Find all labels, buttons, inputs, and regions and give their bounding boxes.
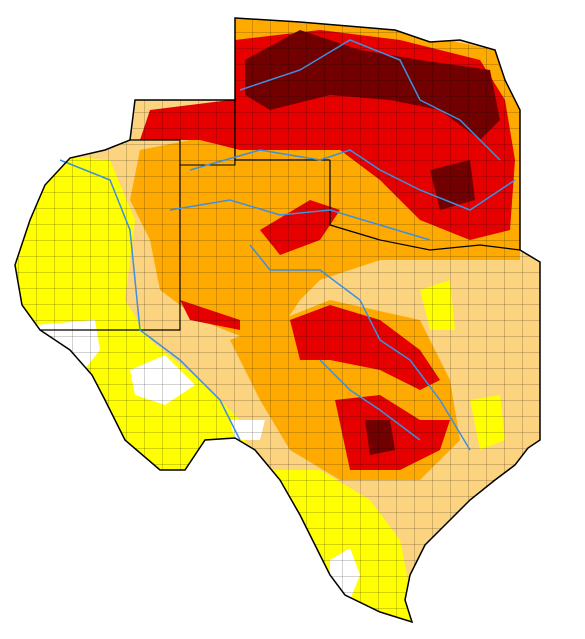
river — [249, 244, 471, 451]
region-outline — [14, 17, 541, 624]
state-border — [180, 100, 236, 166]
river — [59, 159, 241, 441]
river — [169, 199, 431, 241]
rivers — [59, 39, 516, 451]
river — [239, 39, 501, 161]
state-border — [40, 139, 181, 331]
river — [319, 359, 421, 441]
river — [189, 149, 516, 211]
